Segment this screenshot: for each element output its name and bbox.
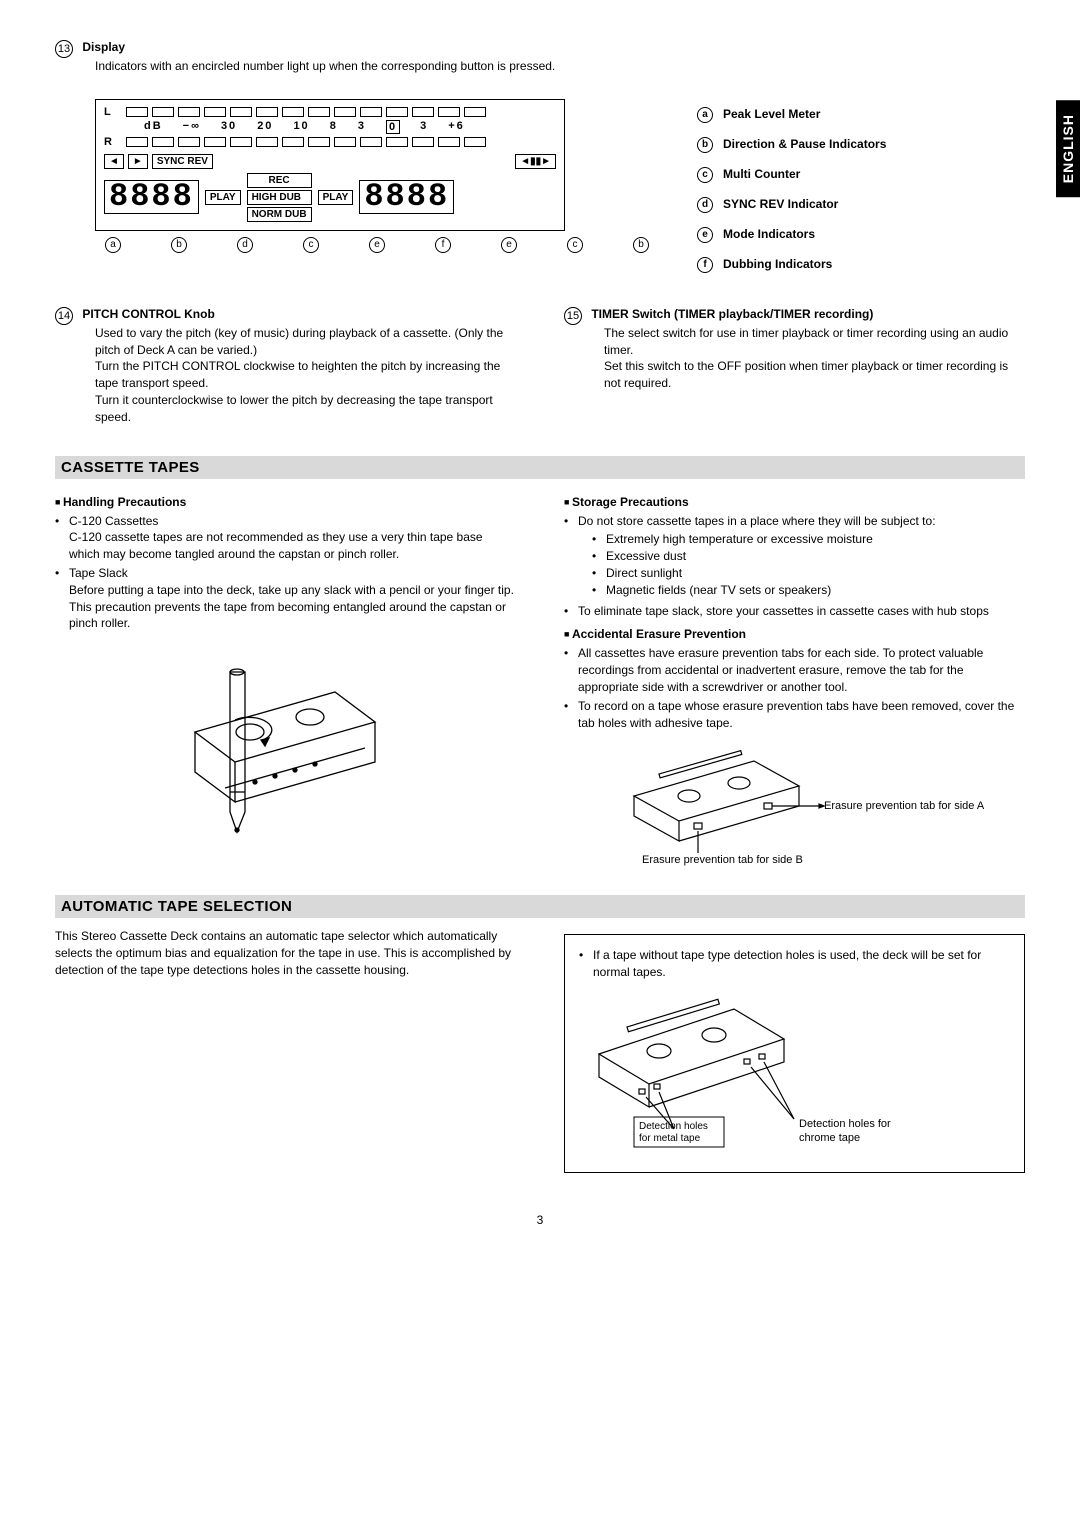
callout-d: d	[237, 237, 253, 253]
auto-note: If a tape without tape type detection ho…	[579, 947, 1010, 981]
callout-c2: c	[567, 237, 583, 253]
rec-label: REC	[247, 173, 312, 188]
storage-li-2: Direct sunlight	[592, 565, 1025, 582]
tape-slack-item: Tape Slack Before putting a tape into th…	[55, 565, 516, 632]
tab-a-label: Erasure prevention tab for side A	[824, 800, 984, 812]
item-14-p1: Used to vary the pitch (key of music) du…	[95, 325, 516, 359]
norm-dub-label: NORM DUB	[247, 207, 312, 222]
item-15-title: TIMER Switch (TIMER playback/TIMER recor…	[591, 307, 873, 321]
item-13-title: Display	[82, 40, 125, 54]
item-14-p3: Turn it counterclockwise to lower the pi…	[95, 392, 516, 426]
scale-2: 20	[257, 120, 273, 134]
scale-1: 30	[221, 120, 237, 134]
arrow-left-icon: ◄	[104, 154, 124, 169]
scale-8: +6	[448, 120, 465, 134]
section-auto-tape: AUTOMATIC TAPE SELECTION	[55, 895, 1025, 918]
storage-intro: Do not store cassette tapes in a place w…	[564, 513, 1025, 599]
item-number-15: 15	[564, 307, 582, 325]
erasure-1: All cassettes have erasure prevention ta…	[564, 645, 1025, 695]
storage-intro-text: Do not store cassette tapes in a place w…	[578, 514, 936, 528]
slack-body: Before putting a tape into the deck, tak…	[69, 583, 514, 631]
sync-rev-label: SYNC REV	[152, 154, 213, 169]
c120-item: C-120 Cassettes C-120 cassette tapes are…	[55, 513, 516, 563]
scale-0: −∞	[183, 120, 201, 134]
item-number-13: 13	[55, 40, 73, 58]
arrow-right-icon: ►	[128, 154, 148, 169]
auto-intro: This Stereo Cassette Deck contains an au…	[55, 928, 516, 978]
item-15-p2: Set this switch to the OFF position when…	[604, 358, 1025, 392]
legend-e-text: Mode Indicators	[723, 227, 815, 241]
legend-b-text: Direction & Pause Indicators	[723, 137, 886, 151]
play-label-left: PLAY	[205, 190, 241, 205]
svg-text:chrome tape: chrome tape	[799, 1132, 860, 1144]
scale-7: 3	[420, 120, 428, 134]
erasure-2: To record on a tape whose erasure preven…	[564, 698, 1025, 732]
callout-c: c	[303, 237, 319, 253]
storage-li-1: Excessive dust	[592, 548, 1025, 565]
legend-a-letter: a	[697, 107, 713, 123]
pencil-cassette-figure	[135, 642, 516, 855]
item-14-p2: Turn the PITCH CONTROL clockwise to heig…	[95, 358, 516, 392]
auto-note-box: If a tape without tape type detection ho…	[564, 934, 1025, 1173]
digits-right: 8888	[359, 180, 454, 214]
display-legend: a Peak Level Meter b Direction & Pause Ind…	[697, 107, 1025, 273]
display-diagram: L dB −∞ 30 20 10 8 3 0 3 +6 R	[95, 99, 649, 253]
scale-3: 10	[293, 120, 309, 134]
high-dub-label: HIGH DUB	[247, 190, 312, 205]
item-14-title: PITCH CONTROL Knob	[82, 307, 214, 321]
callout-a: a	[105, 237, 121, 253]
language-tab: ENGLISH	[1056, 100, 1080, 197]
svg-text:for metal tape: for metal tape	[639, 1133, 701, 1144]
meter-label-l: L	[104, 106, 122, 118]
legend-d-text: SYNC REV Indicator	[723, 197, 838, 211]
legend-f-text: Dubbing Indicators	[723, 257, 832, 271]
scale-4: 8	[330, 120, 338, 134]
play-label-right: PLAY	[318, 190, 354, 205]
callout-b: b	[171, 237, 187, 253]
c120-body: C-120 cassette tapes are not recommended…	[69, 530, 483, 561]
slack-title: Tape Slack	[69, 566, 128, 580]
scale-6: 0	[386, 120, 400, 134]
svg-text:Detection holes for: Detection holes for	[799, 1118, 891, 1130]
legend-b-letter: b	[697, 137, 713, 153]
item-15-p1: The select switch for use in timer playb…	[604, 325, 1025, 359]
callout-b2: b	[633, 237, 649, 253]
legend-a-text: Peak Level Meter	[723, 107, 820, 121]
item-13: 13 Display Indicators with an encircled …	[55, 40, 1025, 75]
legend-f-letter: f	[697, 257, 713, 273]
handling-precautions-head: Handling Precautions	[55, 495, 516, 509]
pause-icon: ◄▮▮►	[515, 154, 556, 169]
legend-c-text: Multi Counter	[723, 167, 800, 181]
detection-holes-figure: Detection holes for metal tape Detection…	[579, 989, 1010, 1162]
page-number: 3	[55, 1213, 1025, 1227]
callout-e2: e	[501, 237, 517, 253]
storage-extra: To eliminate tape slack, store your cass…	[564, 603, 1025, 620]
storage-precautions-head: Storage Precautions	[564, 495, 1025, 509]
storage-li-0: Extremely high temperature or excessive …	[592, 531, 1025, 548]
svg-text:Detection holes: Detection holes	[639, 1121, 708, 1132]
display-callouts: a b d c e f e c b	[105, 237, 649, 253]
section-cassette-tapes: CASSETTE TAPES	[55, 456, 1025, 479]
callout-e: e	[369, 237, 385, 253]
meter-label-r: R	[104, 136, 122, 148]
callout-f: f	[435, 237, 451, 253]
db-label: dB	[144, 120, 163, 134]
item-number-14: 14	[55, 307, 73, 325]
digits-left: 8888	[104, 180, 199, 214]
erasure-head: Accidental Erasure Prevention	[564, 627, 1025, 641]
scale-5: 3	[358, 120, 366, 134]
item-14: 14 PITCH CONTROL Knob Used to vary the p…	[55, 307, 516, 426]
erasure-tab-figure: Erasure prevention tab for side A Erasur…	[624, 741, 1025, 871]
item-15: 15 TIMER Switch (TIMER playback/TIMER re…	[564, 307, 1025, 392]
storage-li-3: Magnetic fields (near TV sets or speaker…	[592, 582, 1025, 599]
legend-c-letter: c	[697, 167, 713, 183]
item-13-body: Indicators with an encircled number ligh…	[95, 58, 1025, 75]
legend-d-letter: d	[697, 197, 713, 213]
tab-b-label: Erasure prevention tab for side B	[642, 854, 803, 866]
c120-title: C-120 Cassettes	[69, 514, 158, 528]
legend-e-letter: e	[697, 227, 713, 243]
